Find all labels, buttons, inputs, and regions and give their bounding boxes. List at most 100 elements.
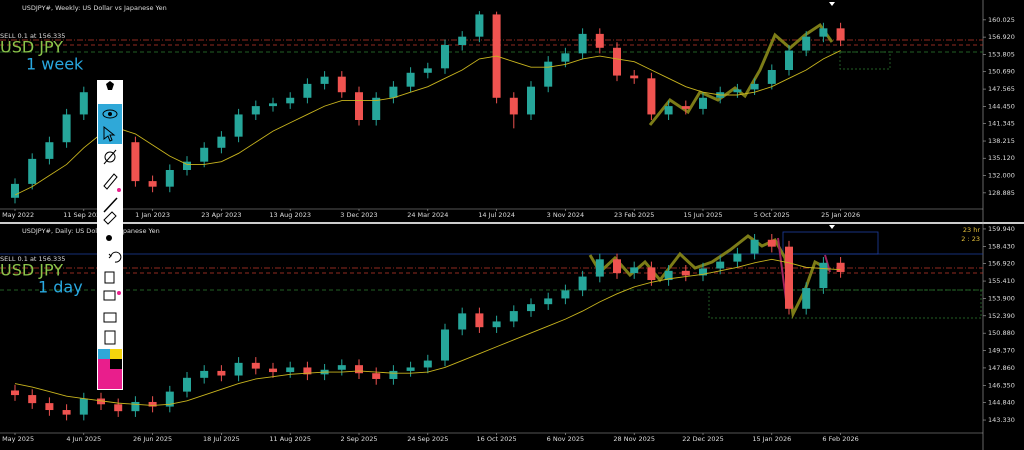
candle-body bbox=[733, 253, 742, 262]
swatch[interactable] bbox=[110, 359, 122, 369]
swatch[interactable] bbox=[98, 369, 122, 389]
swatch[interactable] bbox=[110, 349, 122, 359]
candle-body bbox=[475, 14, 484, 37]
eye-pupil bbox=[108, 112, 112, 116]
x-tick-label: 28 Nov 2025 bbox=[613, 435, 655, 443]
candle-body bbox=[613, 259, 621, 274]
y-tick-label: 147.565 bbox=[988, 85, 1015, 93]
y-tick-label: 143.330 bbox=[988, 416, 1015, 424]
candle-body bbox=[320, 76, 329, 84]
candle-body bbox=[544, 298, 553, 305]
candle-body bbox=[303, 367, 312, 375]
candle-body bbox=[303, 83, 312, 98]
timer: 23 hr bbox=[963, 226, 980, 234]
y-tick-label: 141.345 bbox=[988, 120, 1015, 128]
y-tick-label: 144.840 bbox=[988, 399, 1015, 407]
candle-body bbox=[372, 373, 381, 379]
candle-body bbox=[269, 368, 277, 373]
y-tick-label: 158.430 bbox=[988, 242, 1015, 250]
candle-body bbox=[389, 370, 398, 379]
candle-body bbox=[286, 367, 295, 373]
line-icon[interactable] bbox=[103, 197, 118, 213]
y-tick-label: 132.000 bbox=[988, 172, 1015, 180]
candle-body bbox=[578, 33, 587, 54]
candle-body bbox=[509, 97, 518, 115]
candle-body bbox=[767, 70, 776, 84]
x-tick-label: 11 Sep 2022 bbox=[63, 211, 104, 219]
camera-icon[interactable] bbox=[103, 312, 117, 323]
order-label: SELL 0.1 at 156.335 bbox=[0, 255, 65, 263]
moving-average bbox=[14, 50, 841, 196]
candle-body bbox=[647, 78, 656, 115]
candle-body bbox=[11, 183, 19, 198]
crosshair-icon[interactable] bbox=[104, 151, 116, 163]
toolbar-active bbox=[98, 104, 122, 144]
candle-body bbox=[699, 268, 707, 276]
eye-icon[interactable] bbox=[102, 109, 118, 119]
swatch[interactable] bbox=[98, 359, 110, 369]
candle-body bbox=[183, 161, 191, 170]
candle-body bbox=[785, 50, 793, 70]
candle-body bbox=[492, 321, 501, 328]
tool-icon[interactable] bbox=[103, 290, 116, 301]
trash-icon[interactable] bbox=[104, 271, 115, 284]
candle-body bbox=[62, 410, 71, 415]
candle-body bbox=[406, 367, 415, 371]
candle-body bbox=[45, 142, 54, 159]
undo-icon[interactable] bbox=[108, 251, 122, 263]
candle-body bbox=[423, 360, 432, 368]
candle-body bbox=[699, 97, 707, 109]
candle-body bbox=[131, 142, 140, 182]
y-tick-label: 152.390 bbox=[988, 312, 1015, 320]
swatch[interactable] bbox=[98, 349, 110, 359]
candle-body bbox=[183, 377, 191, 392]
candle-body bbox=[458, 36, 467, 45]
candle-body bbox=[45, 403, 54, 411]
candle-body bbox=[217, 136, 226, 148]
symbol-label: USD JPY bbox=[0, 261, 63, 280]
chart-title: USDJPY#, Daily: US Dollar vs Japanese Ye… bbox=[22, 227, 160, 235]
y-tick-label: 128.885 bbox=[988, 189, 1015, 197]
clipboard-icon[interactable] bbox=[104, 330, 116, 345]
candle-body bbox=[681, 270, 690, 276]
y-tick-label: 156.920 bbox=[988, 260, 1015, 268]
color-dot bbox=[117, 188, 121, 192]
candle-body bbox=[234, 362, 243, 376]
eraser-icon[interactable] bbox=[103, 211, 117, 225]
candle-body bbox=[28, 158, 37, 184]
candle-body bbox=[664, 106, 673, 115]
zone-box bbox=[708, 289, 982, 319]
y-tick-label: 146.350 bbox=[988, 381, 1015, 389]
candle-body bbox=[200, 147, 209, 162]
x-tick-label: 15 Jun 2025 bbox=[683, 211, 722, 219]
candle-body bbox=[337, 365, 346, 370]
x-tick-label: 23 Feb 2025 bbox=[614, 211, 654, 219]
candle-body bbox=[750, 239, 759, 254]
x-tick-label: 18 Jul 2025 bbox=[203, 435, 240, 443]
shift-marker bbox=[829, 2, 835, 6]
candle-body bbox=[355, 92, 363, 120]
candle-body bbox=[733, 89, 742, 93]
candle-body bbox=[269, 103, 277, 107]
crosshair-slash bbox=[103, 149, 117, 165]
y-tick-label: 153.900 bbox=[988, 294, 1015, 302]
dot-icon[interactable] bbox=[106, 235, 112, 241]
pen-icon[interactable] bbox=[106, 81, 114, 90]
candle-body bbox=[217, 370, 226, 376]
zone-box bbox=[782, 231, 879, 255]
candle-body bbox=[11, 390, 19, 396]
y-tick-label: 135.120 bbox=[988, 154, 1015, 162]
symbol-label: USD JPY bbox=[0, 38, 63, 57]
candle-body bbox=[114, 404, 123, 412]
x-tick-label: 26 Jun 2025 bbox=[133, 435, 172, 443]
order-label: SELL 0.1 at 156.335 bbox=[0, 32, 65, 40]
cursor-icon[interactable] bbox=[103, 125, 116, 142]
candle-body bbox=[647, 267, 656, 281]
candle-body bbox=[802, 288, 811, 309]
candle-body bbox=[406, 72, 415, 87]
x-tick-label: 2 Sep 2025 bbox=[340, 435, 377, 443]
candle-body bbox=[785, 246, 793, 309]
pencil-icon[interactable] bbox=[103, 173, 118, 190]
candle-body bbox=[681, 106, 690, 109]
